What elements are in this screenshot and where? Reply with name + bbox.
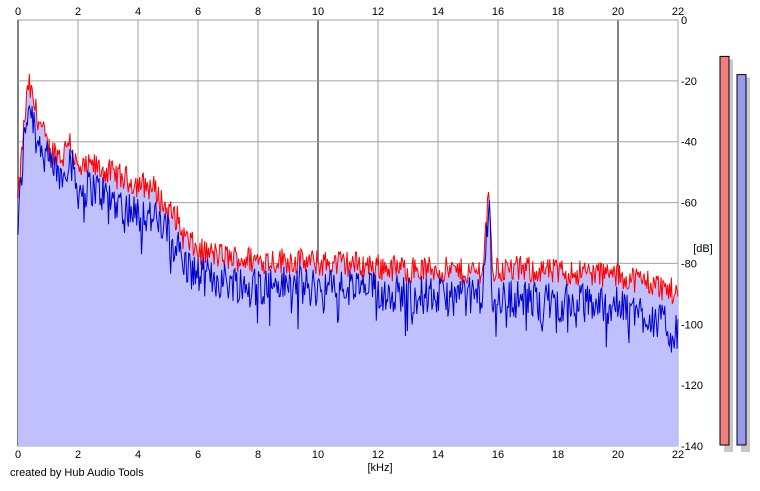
y-tick-label: -20 (681, 76, 697, 88)
x-tick-label-bottom: 4 (135, 449, 141, 461)
x-axis-label: [kHz] (367, 462, 392, 474)
y-axis-label: [dB] (693, 243, 713, 255)
level-meter-2 (736, 74, 747, 446)
x-tick-label-bottom: 8 (255, 449, 261, 461)
x-tick-label-bottom: 18 (552, 449, 564, 461)
y-tick-label: -100 (681, 319, 703, 331)
x-tick-label-top: 2 (75, 6, 81, 18)
y-tick-label: 0 (681, 15, 687, 27)
x-tick-label-top: 10 (312, 6, 324, 18)
footer-credit: created by Hub Audio Tools (10, 467, 144, 479)
series-1-line (17, 73, 679, 305)
y-tick-label: -40 (681, 137, 697, 149)
y-tick-label: -60 (681, 198, 697, 210)
y-tick-label: -140 (681, 441, 703, 453)
series-2-line (17, 104, 679, 353)
x-tick-label-top: 20 (612, 6, 624, 18)
x-tick-label-top: 16 (492, 6, 504, 18)
x-tick-label-top: 0 (15, 6, 21, 18)
x-tick-label-bottom: 2 (75, 449, 81, 461)
x-tick-label-bottom: 22 (672, 449, 684, 461)
x-tick-label-top: 6 (195, 6, 201, 18)
x-tick-label-bottom: 0 (15, 449, 21, 461)
x-tick-label-top: 4 (135, 6, 141, 18)
x-tick-label-bottom: 12 (372, 449, 384, 461)
x-tick-label-top: 14 (432, 6, 444, 18)
x-tick-labels-top: 0 2 4 6 8 10 12 14 16 18 20 22 (15, 6, 684, 18)
x-tick-label-bottom: 20 (612, 449, 624, 461)
x-tick-label-top: 18 (552, 6, 564, 18)
x-tick-label-top: 8 (255, 6, 261, 18)
x-tick-label-top: 22 (672, 6, 684, 18)
level-meter-1 (719, 55, 730, 446)
spectrum-fill-area (18, 73, 678, 447)
y-tick-label: -80 (681, 258, 697, 270)
x-tick-labels-bottom: 0 2 4 6 8 10 12 14 16 18 20 22 (15, 449, 684, 461)
x-tick-label-top: 12 (372, 6, 384, 18)
x-tick-label-bottom: 16 (492, 449, 504, 461)
y-tick-label: -120 (681, 380, 703, 392)
y-tick-labels: 0 -20 -40 -60 -80 -100 -120 -140 (681, 15, 703, 453)
x-tick-label-bottom: 14 (432, 449, 444, 461)
x-tick-label-bottom: 10 (312, 449, 324, 461)
x-tick-label-bottom: 6 (195, 449, 201, 461)
